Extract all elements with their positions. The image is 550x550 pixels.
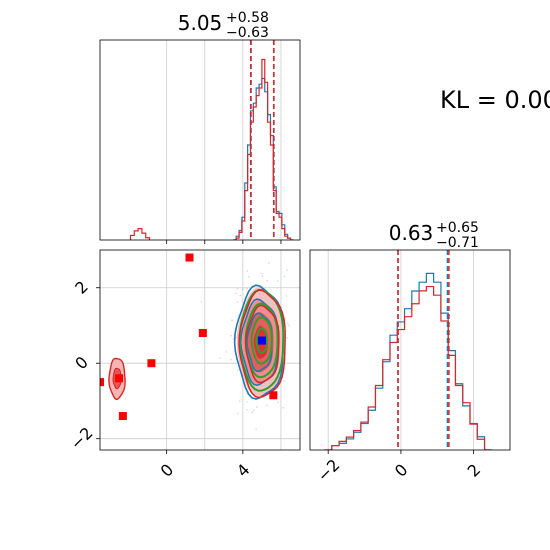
sample-point [288,324,291,327]
sample-point [256,484,258,486]
sample-point [246,409,248,411]
sample-point [276,280,279,283]
sample-point [266,279,269,282]
sample-point [239,294,242,297]
sample-point [200,300,203,303]
sample-point [286,269,288,271]
sample-point [283,275,286,278]
hist-title-param1-lower: −0.63 [226,25,269,41]
kl-annotation: KL = 0.00 [440,86,550,114]
red-marker [185,253,194,262]
red-marker [118,412,127,421]
sample-point [261,275,264,277]
red-marker [147,359,156,368]
sample-point [236,301,239,304]
sample-point [237,314,240,316]
hist-title-param2: 0.63 [389,221,434,245]
x-tick-label: 2 [464,460,485,481]
sample-point [237,369,239,372]
sample-point [268,262,270,264]
joint-scatter-contour: 0 4 −2 0 2 [67,248,309,486]
red-marker [115,374,124,383]
hist-outlier-bump-red [129,228,151,240]
hist-series-blue [233,77,294,240]
axes-frame [309,249,511,451]
red-marker [100,378,104,387]
axes-frame [99,39,301,241]
sample-point [277,401,279,404]
sample-point [248,276,250,278]
contour-red [238,289,286,399]
sample-point [246,393,248,395]
axes-frame [99,249,301,451]
x-tick-label: 0 [157,460,178,481]
sample-point [242,288,244,291]
contour-green [250,316,273,365]
sample-point [235,292,237,295]
sample-point [236,287,239,290]
sample-point [282,248,284,250]
sample-point [246,270,249,272]
contour-red [244,304,280,384]
sample-point [230,334,232,337]
hist-title-param2-upper: +0.65 [436,220,479,236]
sample-point [255,428,257,431]
y-tick-label: 0 [71,353,92,374]
sample-point [265,404,268,407]
contour-green [255,327,269,354]
x-tick-label: 4 [233,460,254,481]
sample-point [286,322,289,325]
sample-point [251,411,254,414]
hist-series-blue [324,272,492,450]
sample-point [260,272,263,275]
x-tick-label: −2 [313,455,343,485]
sample-point [307,341,309,343]
sample-point [239,400,241,402]
hist-title-param1-upper: +0.58 [226,10,269,26]
sample-point [236,412,239,415]
sample-point [230,358,232,361]
red-marker [269,391,278,400]
sample-point [246,287,248,290]
y-tick-label: 2 [71,277,92,298]
sample-point [246,401,248,403]
hist-title-param1: 5.05 [178,11,223,35]
blue-marker [257,336,266,345]
histogram-param2: −2 0 2 [309,249,511,485]
sample-point [225,351,228,353]
hist-series-red [324,285,492,450]
hist-series-red [233,58,294,240]
sample-point [253,409,255,411]
contour-blue [246,312,273,373]
red-marker [198,329,207,338]
sample-point [231,319,233,322]
x-tick-label: 0 [391,460,412,481]
hist-title-param2-lower: −0.71 [436,235,479,251]
sample-point [219,357,222,359]
sample-point [283,380,285,382]
sample-point [285,295,287,297]
y-tick-label: −2 [67,423,97,453]
sample-point [282,407,284,409]
sample-point [256,406,258,408]
sample-point [286,337,289,339]
histogram-param1 [99,39,301,244]
